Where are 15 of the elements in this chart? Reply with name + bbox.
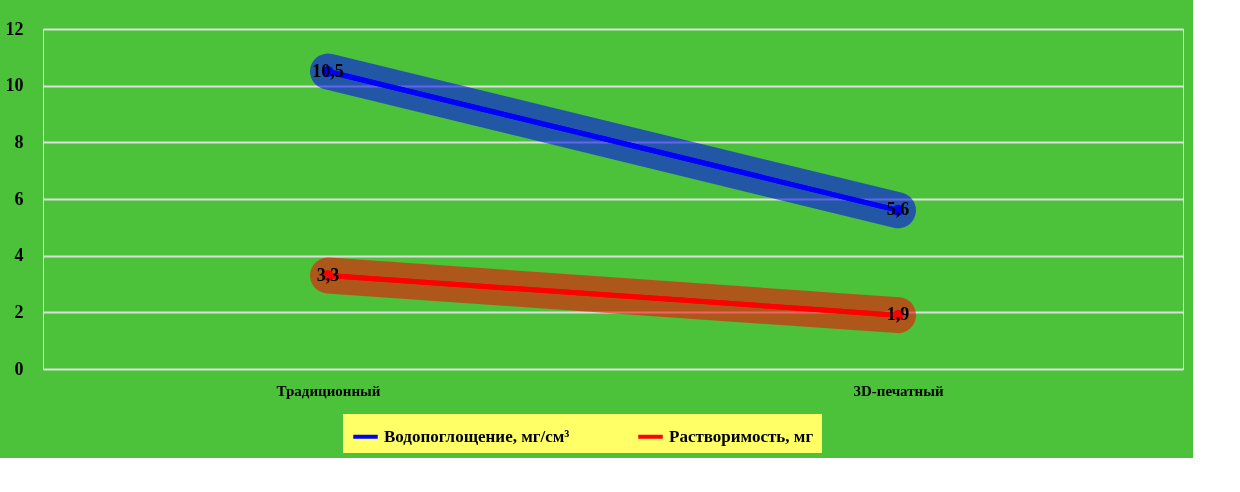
data-label: 1,9	[886, 304, 910, 325]
y-tick-label: 8	[14, 131, 24, 152]
y-tick-label: 4	[14, 245, 24, 266]
y-tick-label: 0	[14, 358, 24, 379]
y-tick-label: 6	[14, 188, 24, 209]
x-tick-label: Традиционный	[276, 382, 381, 399]
data-label: 5,6	[886, 199, 910, 220]
y-tick-label: 12	[5, 18, 24, 39]
y-tick-label: 2	[14, 301, 24, 322]
data-label: 10,5	[312, 60, 344, 81]
y-tick-label: 10	[5, 75, 24, 96]
legend-label: Водопоглощение, мг/см³	[384, 426, 570, 446]
data-label: 3,3	[316, 264, 340, 285]
x-tick-label: 3D-печатный	[853, 382, 944, 399]
legend-label: Растворимость, мг	[669, 426, 814, 446]
